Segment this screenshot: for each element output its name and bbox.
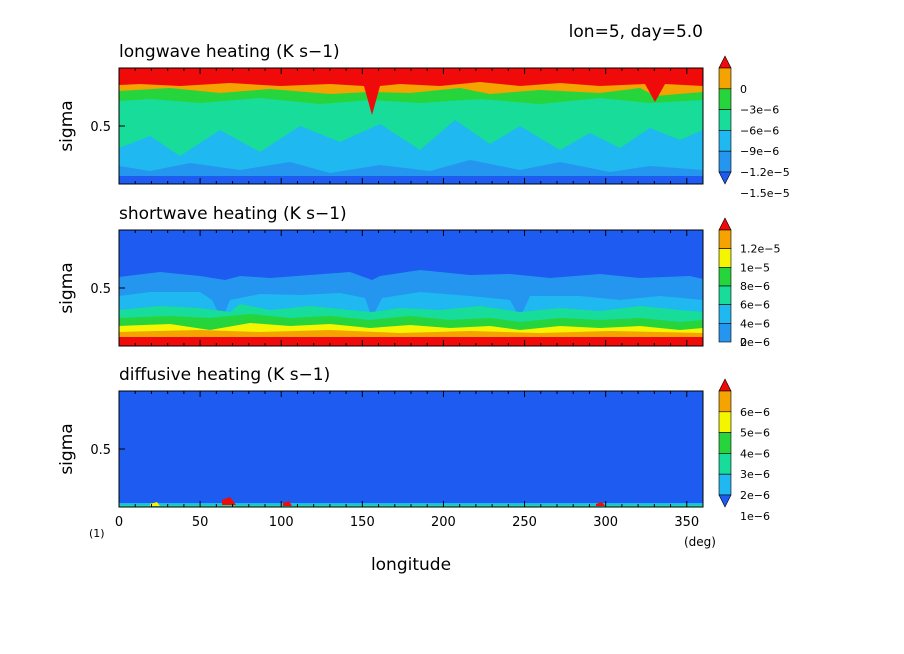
colorbar-level-label: 2e−6	[740, 336, 770, 349]
xtick-label: 100	[269, 515, 294, 530]
colorbar-swatch	[718, 267, 732, 287]
figure-index: (1)	[89, 527, 105, 540]
ylabel-diffusive: sigma	[57, 423, 77, 474]
xticks-shortwave	[118, 230, 704, 346]
longwave-band-red	[119, 68, 703, 115]
diffusive-spot-2	[283, 501, 292, 506]
xtick-label: 350	[674, 515, 699, 530]
colorbar-level-label: −1.2e−5	[740, 166, 790, 179]
colorbar-level-label: −3e−6	[740, 104, 779, 117]
colorbar-swatch	[718, 473, 732, 496]
colorbar-level-label: −9e−6	[740, 145, 779, 158]
colorbar-swatch	[718, 248, 732, 268]
colorbar-level-label: 4e−6	[740, 317, 770, 330]
panel-diffusive: diffusive heating (K s−1) 0.5 sigma 0 50 1…	[57, 365, 770, 575]
panel-shortwave: shortwave heating (K s−1) 0.5 sigma 1.2e…	[57, 204, 780, 349]
diffusive-spot-3	[150, 502, 160, 506]
header-label: lon=5, day=5.0	[569, 22, 703, 42]
xunit-label: (deg)	[684, 535, 716, 549]
diffusive-spot-4	[596, 502, 605, 506]
colorbar-level-label: 6e−6	[740, 406, 770, 419]
colorbar-level-label: −1.5e−5	[740, 187, 790, 200]
colorbar-swatch	[718, 229, 732, 249]
colorbar-swatch	[718, 323, 732, 343]
colorbar-longwave: 0 −3e−6 −6e−6 −9e−6 −1.2e−5 −1.5e−5	[718, 55, 790, 200]
diffusive-bg	[119, 391, 703, 507]
ytick-label-diffusive: 0.5	[90, 443, 111, 458]
colorbar-level-label: 1e−5	[740, 261, 770, 274]
colorbar-swatch	[718, 453, 732, 475]
colorbar-swatch	[718, 390, 732, 413]
ytick-label-shortwave: 0.5	[90, 282, 111, 297]
colorbar-level-label: −6e−6	[740, 124, 779, 137]
xlabel: longitude	[371, 555, 451, 575]
diffusive-spot-1	[222, 497, 236, 505]
panel-longwave: longwave heating (K s−1) 0.5 sigma 0 −3e−…	[57, 42, 790, 200]
colorbar-level-label: 6e−6	[740, 299, 770, 312]
xtick-label: 200	[431, 515, 456, 530]
colorbar-swatch	[718, 150, 732, 173]
colorbar-swatch	[718, 304, 732, 324]
ytick-label-longwave: 0.5	[90, 120, 111, 135]
xtick-label: 300	[593, 515, 618, 530]
colorbar-diffusive: 6e−6 5e−6 4e−6 3e−6 2e−6 1e−6	[718, 378, 770, 523]
colorbar-swatch	[718, 285, 732, 305]
colorbar-swatch	[718, 411, 732, 433]
colorbar-level-label: 4e−6	[740, 447, 770, 460]
colorbar-swatch	[718, 109, 732, 131]
colorbar-level-label: 3e−6	[740, 468, 770, 481]
xtick-labels: 0 50 100 150 200 250 300 350	[115, 515, 699, 530]
colorbar-level-label: 2e−6	[740, 489, 770, 502]
xticks-diffusive	[118, 391, 704, 507]
panel-title-shortwave: shortwave heating (K s−1)	[119, 204, 347, 224]
ylabel-longwave: sigma	[57, 100, 77, 151]
colorbar-top-arrow	[718, 217, 732, 231]
colorbar-swatch	[718, 130, 732, 152]
longwave-band-green	[119, 88, 703, 104]
colorbar-shortwave: 1.2e−5 1e−5 8e−6 6e−6 4e−6 2e−60	[718, 217, 780, 349]
colorbar-swatch	[718, 432, 732, 454]
colorbar-top-arrow	[718, 378, 732, 392]
colorbar-swatch	[718, 88, 732, 110]
colorbar-top-arrow	[718, 55, 732, 69]
colorbar-level-label: 1.2e−5	[740, 243, 780, 256]
colorbar-level-label: 5e−6	[740, 427, 770, 440]
colorbar-level-label: 8e−6	[740, 280, 770, 293]
colorbar-swatch	[718, 67, 732, 90]
longwave-field-teal	[119, 96, 703, 156]
ylabel-shortwave: sigma	[57, 262, 77, 313]
xtick-label: 250	[512, 515, 537, 530]
xtick-label: 50	[192, 515, 209, 530]
panel-title-diffusive: diffusive heating (K s−1)	[119, 365, 330, 385]
colorbar-level-label: 1e−6	[740, 510, 770, 523]
colorbar-bottom-arrow	[718, 171, 732, 185]
colorbar-level-label: 0	[740, 83, 747, 96]
xtick-label: 150	[350, 515, 375, 530]
colorbar-bottom-arrow	[718, 494, 732, 508]
panel-title-longwave: longwave heating (K s−1)	[119, 42, 340, 62]
xtick-label: 0	[115, 515, 123, 530]
longwave-band-orange	[119, 82, 703, 96]
colorbar-level-label: 0	[740, 336, 747, 349]
xticks-longwave	[118, 68, 704, 184]
